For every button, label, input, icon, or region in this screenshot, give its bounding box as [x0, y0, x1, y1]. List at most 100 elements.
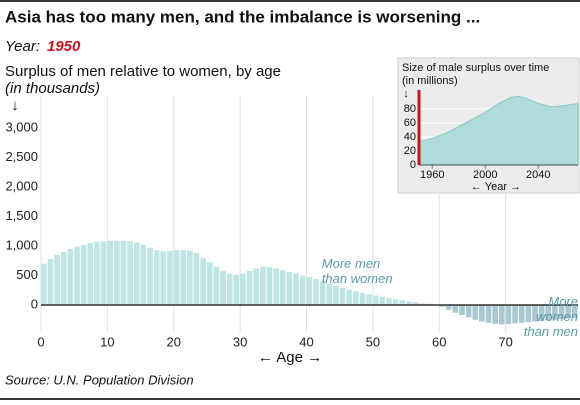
x-tick-label: 50 [366, 334, 380, 349]
bar [498, 305, 505, 325]
bar [200, 257, 206, 305]
axis-arrow: ↓ [11, 97, 19, 114]
x-tick-label: 20 [167, 334, 181, 349]
bar [379, 296, 386, 305]
bar [120, 240, 127, 305]
x-tick-label: 0 [37, 334, 44, 349]
bar [406, 301, 412, 305]
bar [47, 258, 54, 305]
bar [333, 286, 339, 305]
bar [206, 261, 213, 305]
y-tick-label: 1,000 [5, 237, 38, 252]
bar [127, 241, 133, 305]
bar [319, 281, 326, 305]
bar [552, 305, 558, 320]
bar [173, 250, 180, 305]
y-tick-label: 40 [404, 131, 416, 143]
bar [180, 250, 187, 305]
bar [452, 305, 459, 313]
y-tick-label: 0 [410, 159, 416, 171]
bar [260, 266, 266, 305]
x-tick-label: 2000 [473, 169, 497, 181]
bar [359, 293, 366, 305]
bar [293, 273, 299, 305]
bar [518, 305, 525, 323]
bar [532, 305, 538, 322]
bar [399, 300, 406, 305]
bar [286, 271, 293, 305]
source: Source: U.N. Population Division [5, 372, 194, 387]
bar [392, 299, 399, 305]
bar [352, 291, 359, 305]
bar [572, 305, 578, 318]
bar [545, 305, 552, 321]
annotation: than women [322, 271, 393, 286]
y-tick-label: 60 [404, 117, 416, 129]
x-tick-label: 70 [498, 334, 512, 349]
bar [313, 279, 319, 305]
bar [160, 251, 167, 305]
x-tick-label: 30 [233, 334, 247, 349]
bar [525, 305, 532, 323]
bar [412, 302, 419, 305]
annotation: women [536, 309, 578, 324]
main-chart: 0 10 20 30 40 50 60 70 0 500 1,000 1,500 2,000 2,500 3… [5, 95, 578, 349]
bar [306, 277, 313, 305]
inset-x-axis-label: ← Year → [471, 181, 521, 193]
bar [233, 274, 240, 305]
bar [266, 267, 273, 305]
bar [213, 266, 220, 305]
bar [41, 263, 47, 305]
x-tick-label: 1960 [420, 169, 444, 181]
bar [253, 268, 260, 305]
subtitle: Surplus of men relative to women, by age [5, 63, 281, 80]
annotation: More men [322, 256, 381, 271]
bar [346, 289, 352, 305]
bar [167, 250, 173, 305]
x-tick-label: 2040 [526, 169, 550, 181]
bar [107, 240, 114, 305]
bar [439, 305, 445, 307]
x-axis-label: ← Age → [258, 349, 322, 366]
y-tick-label: 500 [16, 267, 38, 282]
bar [60, 251, 67, 305]
bar [538, 305, 545, 321]
bar [465, 305, 472, 318]
bar [246, 270, 253, 305]
bar [372, 295, 379, 305]
inset-unit-note: (in millions) [402, 75, 458, 87]
bar [326, 283, 333, 305]
bar [74, 246, 80, 305]
bar [512, 305, 518, 324]
bar [445, 305, 452, 310]
bar [133, 242, 140, 305]
bar [193, 253, 200, 305]
bar [479, 305, 485, 322]
bar [279, 270, 286, 305]
bar [240, 273, 246, 305]
y-tick-label: 2,000 [5, 178, 38, 193]
year-label: Year: [5, 38, 40, 55]
bar [153, 250, 160, 305]
bar [565, 305, 572, 319]
unit-note: (in thousands) [5, 80, 100, 97]
bar [220, 270, 226, 305]
x-tick-label: 10 [100, 334, 114, 349]
bar [80, 244, 87, 305]
bar [505, 305, 512, 324]
bar [114, 240, 120, 305]
y-tick-label: 2,500 [5, 149, 38, 164]
bar [558, 305, 565, 320]
bar [94, 241, 100, 305]
annotation: More [548, 294, 578, 309]
bar [67, 248, 74, 305]
inset-axis-arrow: ↓ [403, 88, 409, 100]
bar [140, 244, 147, 305]
bar [419, 303, 425, 305]
bar [339, 287, 346, 305]
bar [459, 305, 465, 316]
bar [147, 247, 153, 305]
bar [100, 241, 107, 305]
